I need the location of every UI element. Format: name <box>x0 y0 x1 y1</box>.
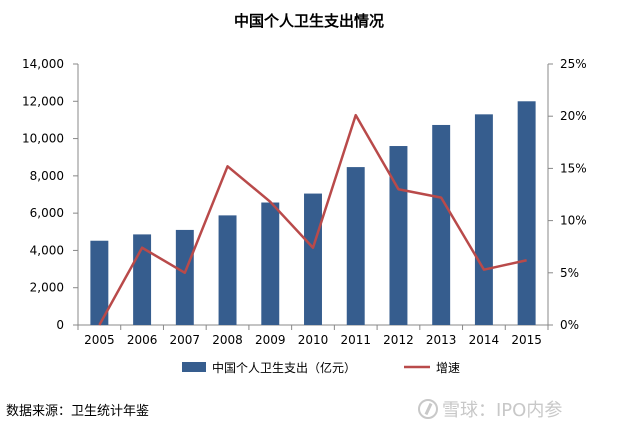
data-source-note: 数据来源：卫生统计年鉴 <box>6 404 150 419</box>
x-tick-label: 2005 <box>84 333 115 347</box>
legend-bar-swatch <box>182 362 206 372</box>
x-tick-label: 2010 <box>298 333 329 347</box>
y-left-tick-label: 8,000 <box>30 169 64 183</box>
legend-line-label: 增速 <box>436 361 460 375</box>
bar <box>304 193 322 325</box>
bar <box>474 114 493 325</box>
bar <box>175 229 194 325</box>
y-right-tick-labels: 0% 5% 10% 15% 20% 25% <box>560 57 587 332</box>
x-tick-label: 2009 <box>255 333 286 347</box>
line-series <box>98 113 527 326</box>
y-left-tick-label: 10,000 <box>22 132 64 146</box>
y-right-tick-label: 25% <box>560 57 587 71</box>
x-tick-label: 2007 <box>170 333 201 347</box>
y-left-tick-label: 2,000 <box>30 281 64 295</box>
y-left-tick-label: 0 <box>56 318 64 332</box>
y-left-tick-label: 12,000 <box>22 94 64 108</box>
x-tick-label: 2014 <box>469 333 500 347</box>
x-tick-label: 2008 <box>212 333 243 347</box>
bar-series <box>90 101 536 326</box>
y-left-tick-labels: 0 2,000 4,000 6,000 8,000 10,000 12,000 14,000 <box>22 57 64 332</box>
snowball-logo-icon <box>418 399 438 419</box>
y-left-tick-label: 4,000 <box>30 243 64 257</box>
chart-legend: 中国个人卫生支出（亿元） 增速 <box>182 360 460 375</box>
bar-line-chart: 2005 2006 2007 2008 2009 2010 2011 2012 2013 2014… <box>22 57 587 375</box>
y-right-tick-label: 0% <box>560 318 579 332</box>
y-left-tick-label: 14,000 <box>22 57 64 71</box>
x-tick-labels: 2005 2006 2007 2008 2009 2010 2011 2012 2013 2014… <box>84 333 542 347</box>
x-tick-label: 2011 <box>340 333 371 347</box>
chart-title: 中国个人卫生支出情况 <box>233 12 384 30</box>
bar <box>90 240 109 325</box>
x-tick-label: 2012 <box>383 333 414 347</box>
bar <box>517 101 536 326</box>
y-right-tick-label: 5% <box>560 266 579 280</box>
watermark-text: 雪球：IPO内参 <box>442 400 563 421</box>
bar <box>432 124 451 325</box>
bar <box>346 167 365 325</box>
x-tick-label: 2006 <box>127 333 158 347</box>
y-right-tick-label: 10% <box>560 214 587 228</box>
bar <box>218 215 237 325</box>
y-left-tick-label: 6,000 <box>30 206 64 220</box>
bar <box>261 202 280 325</box>
y-right-tick-label: 15% <box>560 161 587 175</box>
growth-line <box>98 113 527 326</box>
bar <box>389 146 408 325</box>
x-tick-label: 2015 <box>511 333 542 347</box>
legend-bar-label: 中国个人卫生支出（亿元） <box>212 360 356 375</box>
y-right-tick-label: 20% <box>560 109 587 123</box>
x-tick-label: 2013 <box>426 333 457 347</box>
watermark: 雪球：IPO内参 <box>418 396 562 422</box>
